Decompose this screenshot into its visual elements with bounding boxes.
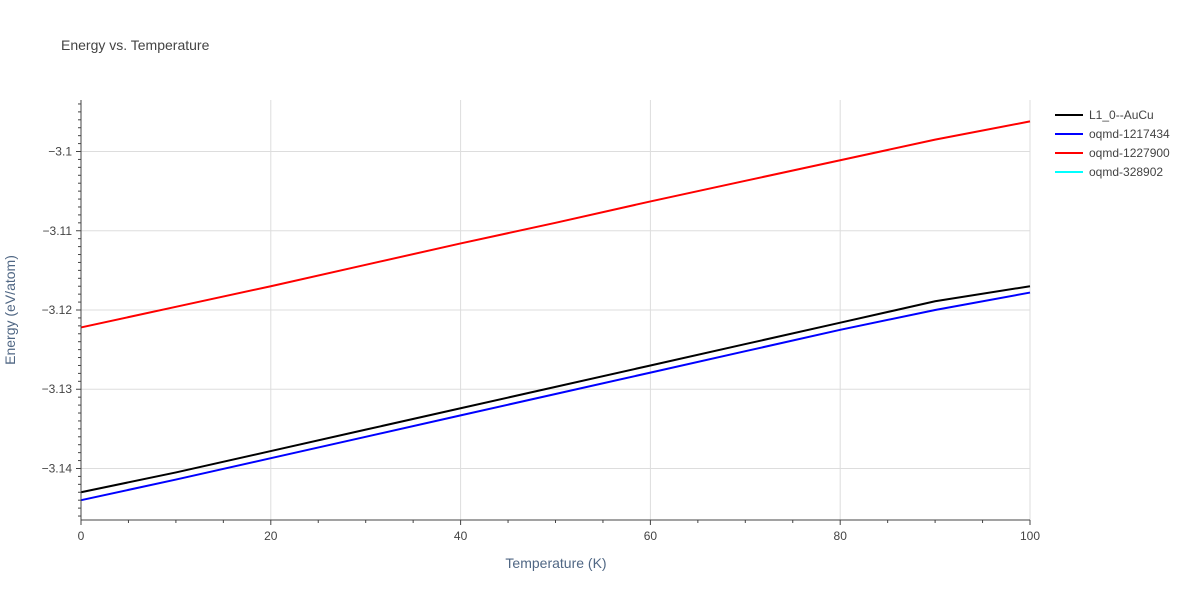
legend-label: oqmd-1217434 <box>1089 127 1170 141</box>
y-axis-title: Energy (eV/atom) <box>2 255 18 365</box>
y-tick-label: −3.11 <box>43 224 73 238</box>
axes-layer: 0 20 40 60 80 100 −3.14 −3.13 −3.12 −3.11 −3.1 <box>42 100 1040 543</box>
x-tick-label: 60 <box>644 529 658 543</box>
series-line <box>80 120 1031 329</box>
legend-label: L1_0--AuCu <box>1089 108 1154 122</box>
y-tick-label: −3.1 <box>48 145 72 159</box>
grid-layer <box>81 100 1031 520</box>
x-tick-label: 40 <box>454 529 468 543</box>
legend-label: oqmd-328902 <box>1089 165 1163 179</box>
x-tick-label: 100 <box>1020 529 1040 543</box>
y-tick-label: −3.13 <box>42 382 73 396</box>
y-tick-label: −3.12 <box>42 303 73 317</box>
x-tick-label: 0 <box>78 529 85 543</box>
series-line <box>80 285 1031 494</box>
legend-label: oqmd-1227900 <box>1089 146 1170 160</box>
chart-title: Energy vs. Temperature <box>61 37 210 53</box>
series-layer <box>80 120 1031 502</box>
x-axis-title: Temperature (K) <box>505 555 606 571</box>
x-tick-label: 80 <box>834 529 848 543</box>
series-line <box>80 291 1031 502</box>
y-tick-label: −3.14 <box>42 461 73 475</box>
x-tick-label: 20 <box>264 529 278 543</box>
legend: L1_0--AuCu oqmd-1217434 oqmd-1227900 oqmd-3… <box>1055 108 1170 179</box>
